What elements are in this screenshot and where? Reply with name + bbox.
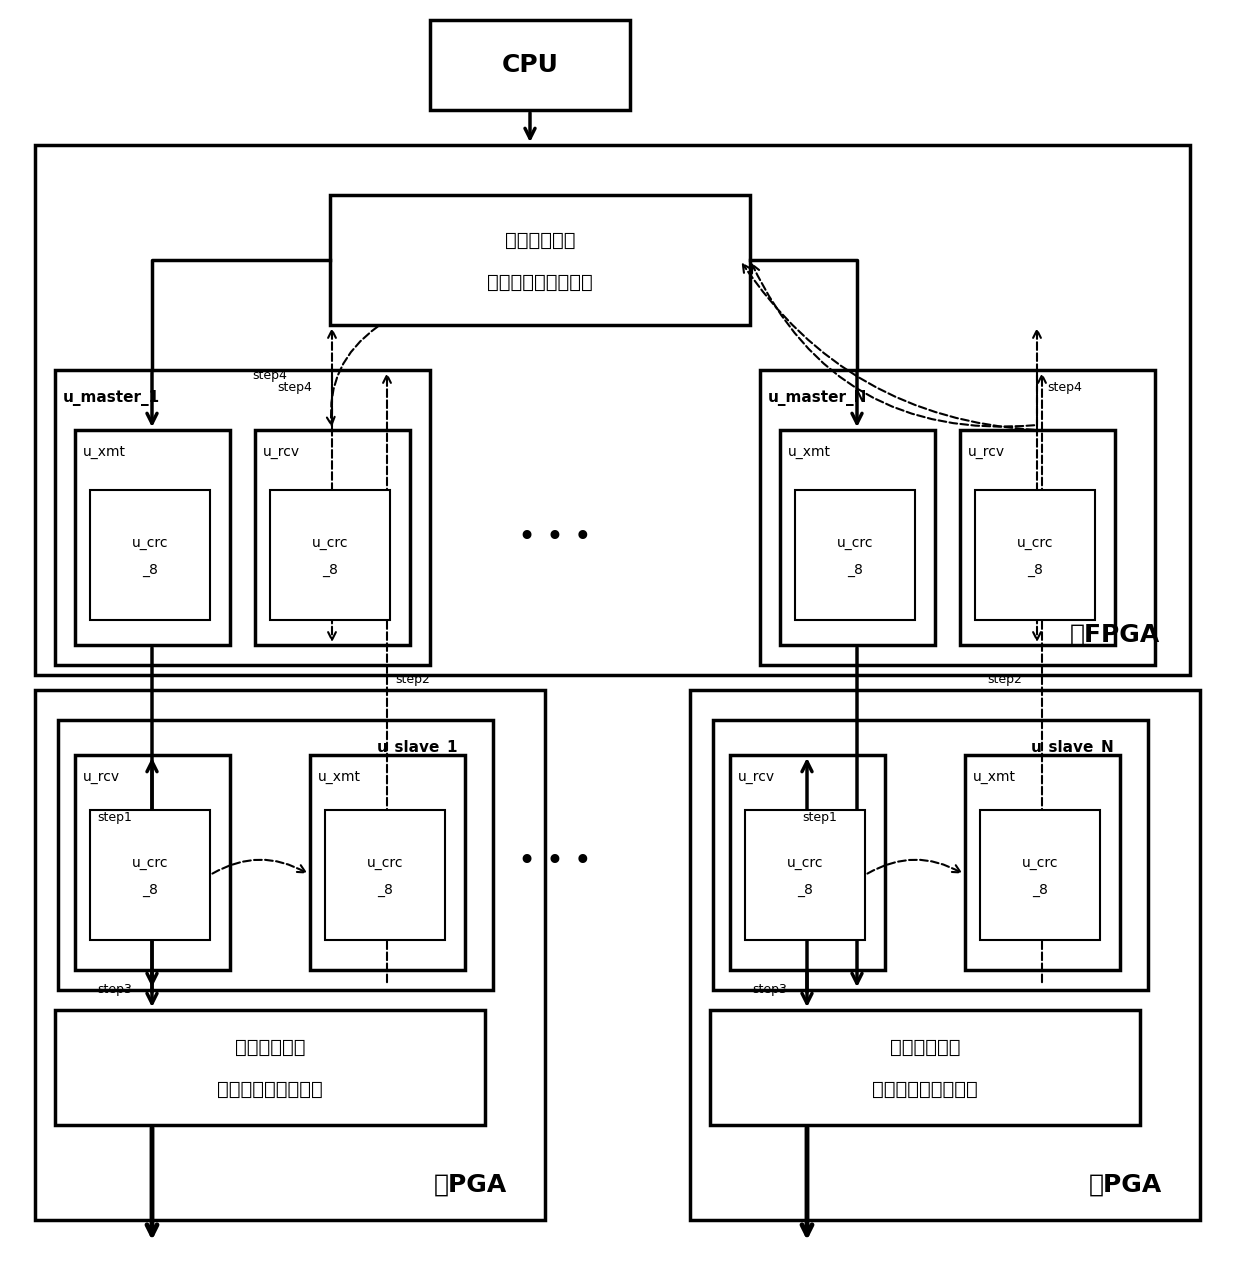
Text: 并行总线接口: 并行总线接口	[505, 231, 575, 250]
Text: 并行总线接口: 并行总线接口	[890, 1038, 960, 1057]
Text: u_rcv: u_rcv	[968, 445, 1006, 458]
Text: step3: step3	[97, 984, 131, 997]
Text: step3: step3	[751, 984, 787, 997]
Text: u_xmt: u_xmt	[83, 445, 126, 458]
Bar	[330, 195, 750, 325]
Bar	[325, 810, 445, 940]
Text: _8: _8	[847, 563, 863, 577]
Text: step2: step2	[987, 673, 1022, 687]
Text: u_crc: u_crc	[1017, 536, 1053, 549]
Bar	[780, 429, 935, 645]
Text: u_crc: u_crc	[131, 536, 169, 549]
Text: CPU: CPU	[501, 53, 558, 77]
Bar	[55, 1010, 485, 1125]
Text: step2: step2	[396, 673, 430, 687]
Bar	[74, 429, 229, 645]
Text: u_master_N: u_master_N	[768, 390, 867, 405]
Text: step4: step4	[252, 369, 286, 381]
Text: u_crc: u_crc	[786, 856, 823, 870]
Text: u_xmt: u_xmt	[787, 445, 831, 458]
Bar	[713, 720, 1148, 990]
Text: u_slave_1: u_slave_1	[377, 740, 459, 757]
Bar	[91, 810, 210, 940]
Bar	[35, 145, 1190, 674]
Text: u_master_1: u_master_1	[63, 390, 160, 405]
Text: 仯PGA: 仯PGA	[1089, 1173, 1162, 1197]
Bar	[255, 429, 410, 645]
Bar	[711, 1010, 1140, 1125]
Bar	[730, 755, 885, 970]
Text: 主FPGA: 主FPGA	[1070, 623, 1161, 647]
Text: u_crc: u_crc	[311, 536, 348, 549]
Bar	[91, 490, 210, 620]
Bar	[35, 690, 546, 1220]
Text: u_crc: u_crc	[1022, 856, 1058, 870]
Text: step4: step4	[277, 380, 312, 394]
Text: 仯PGA: 仯PGA	[433, 1173, 507, 1197]
Text: u_slave_N: u_slave_N	[1032, 740, 1115, 757]
Text: _8: _8	[143, 563, 157, 577]
Bar	[975, 490, 1095, 620]
Bar	[310, 755, 465, 970]
Text: _8: _8	[1032, 883, 1048, 897]
Text: u_crc: u_crc	[837, 536, 873, 549]
Bar	[960, 429, 1115, 645]
Text: • • •: • • •	[518, 523, 591, 552]
Text: u_xmt: u_xmt	[317, 770, 361, 784]
Bar	[795, 490, 915, 620]
Bar	[270, 490, 391, 620]
Text: u_xmt: u_xmt	[973, 770, 1016, 784]
Text: _8: _8	[1027, 563, 1043, 577]
Bar	[74, 755, 229, 970]
Text: • • •: • • •	[518, 847, 591, 877]
Bar	[745, 810, 866, 940]
Bar	[430, 20, 630, 110]
Text: step1: step1	[97, 811, 131, 823]
Bar	[760, 370, 1154, 666]
Text: u_rcv: u_rcv	[738, 770, 775, 784]
Text: step1: step1	[802, 811, 837, 823]
Bar	[58, 720, 494, 990]
Text: step4: step4	[1047, 380, 1081, 394]
Text: _8: _8	[143, 883, 157, 897]
Text: u_rcv: u_rcv	[263, 445, 300, 458]
Text: _8: _8	[797, 883, 813, 897]
Text: 寄存器、存儲器映射: 寄存器、存儲器映射	[217, 1080, 322, 1099]
Text: _8: _8	[322, 563, 339, 577]
Text: u_crc: u_crc	[131, 856, 169, 870]
Text: 并行总线接口: 并行总线接口	[234, 1038, 305, 1057]
Text: 寄存器、存儲器映射: 寄存器、存儲器映射	[872, 1080, 978, 1099]
Bar	[980, 810, 1100, 940]
Bar	[965, 755, 1120, 970]
Bar	[55, 370, 430, 666]
Text: 寄存器、存儲器映射: 寄存器、存儲器映射	[487, 273, 593, 292]
Text: u_crc: u_crc	[367, 856, 403, 870]
Text: u_rcv: u_rcv	[83, 770, 120, 784]
Text: _8: _8	[377, 883, 393, 897]
Bar	[689, 690, 1200, 1220]
